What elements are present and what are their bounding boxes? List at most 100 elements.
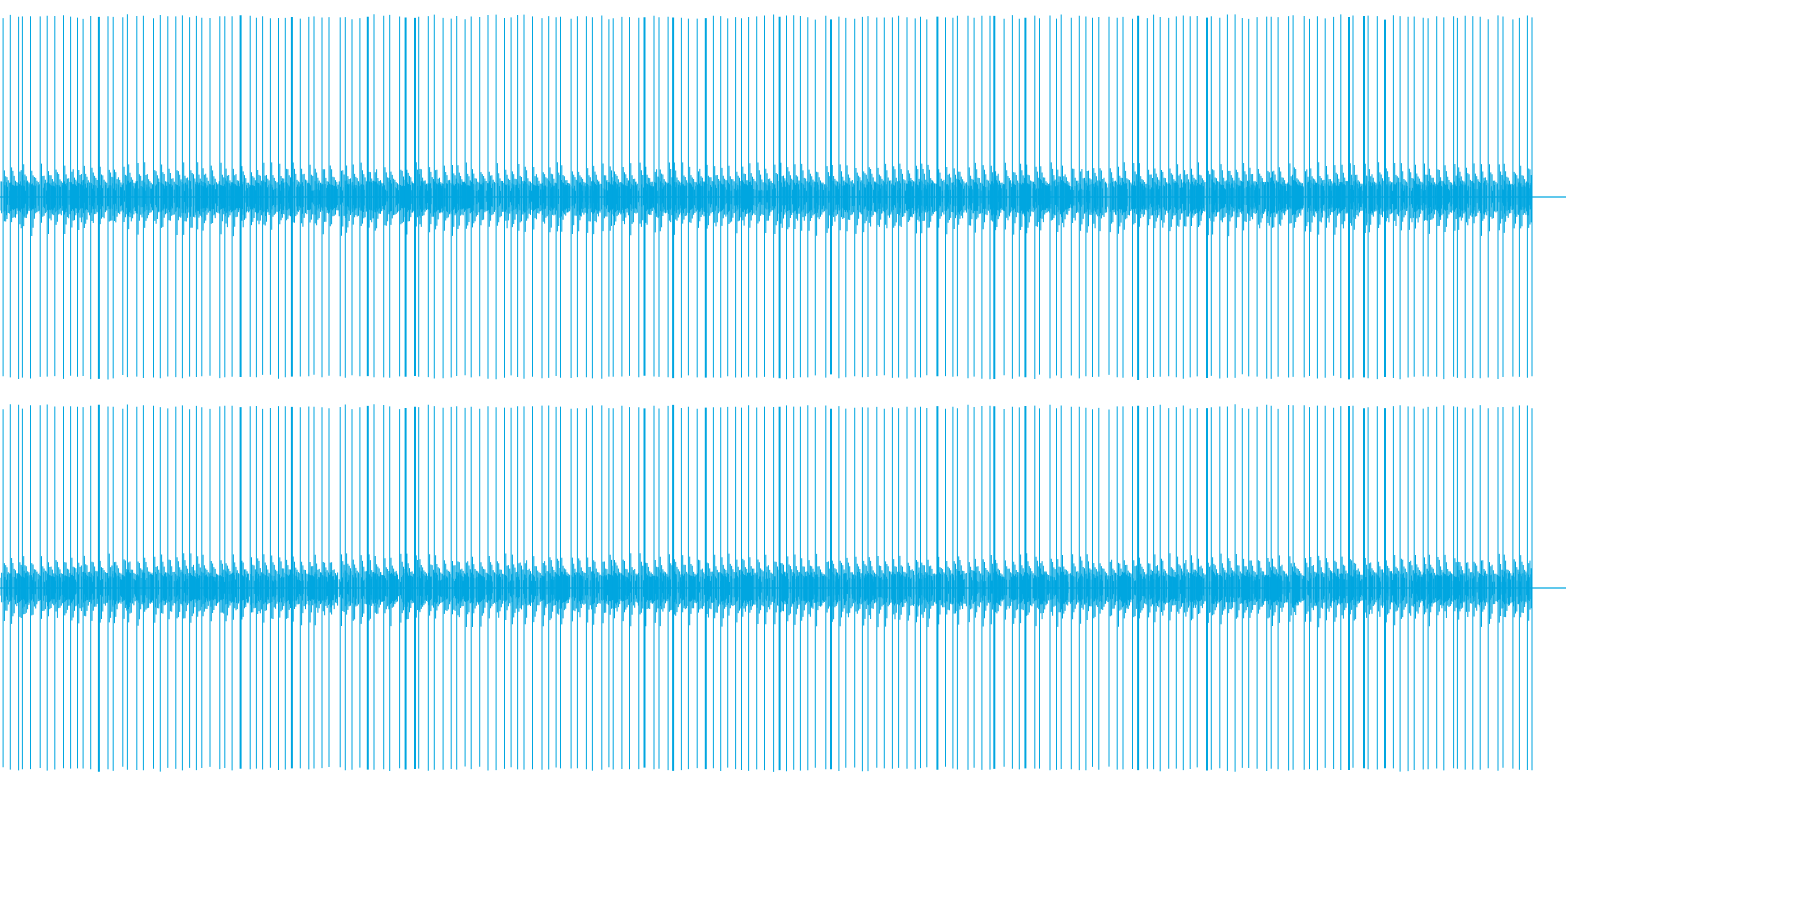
waveform-pulse bbox=[576, 408, 586, 769]
waveform-pulse bbox=[898, 15, 914, 378]
waveform-pulse bbox=[764, 406, 773, 771]
waveform-pulse bbox=[814, 407, 827, 768]
waveform-pulse bbox=[1060, 14, 1070, 379]
waveform-pulse bbox=[224, 405, 235, 768]
waveform-pulse bbox=[1175, 407, 1185, 769]
waveform-pulse bbox=[1116, 406, 1131, 770]
waveform-pulse bbox=[112, 16, 123, 379]
waveform-pulse bbox=[1292, 15, 1303, 377]
waveform-pulse bbox=[1168, 17, 1179, 377]
waveform-pulse bbox=[373, 404, 385, 770]
waveform-pulse bbox=[1234, 404, 1250, 772]
waveform-pulse bbox=[1512, 406, 1522, 769]
waveform-pulse bbox=[993, 15, 1004, 379]
waveform-pulse bbox=[1210, 16, 1224, 376]
waveform-pulse bbox=[299, 407, 316, 769]
waveform-pulse bbox=[1153, 14, 1162, 377]
waveform-pulse bbox=[1234, 14, 1244, 378]
waveform-pulse bbox=[383, 15, 392, 378]
waveform-pulse bbox=[756, 407, 765, 770]
waveform-pulse bbox=[328, 408, 338, 767]
waveform-pulse bbox=[1210, 407, 1223, 770]
waveform-pulse bbox=[269, 408, 280, 768]
waveform-pulse bbox=[981, 406, 992, 770]
waveform-pulse bbox=[456, 406, 469, 770]
waveform-pulse bbox=[464, 19, 474, 376]
waveform-pulse bbox=[63, 15, 79, 379]
waveform-pulse bbox=[1324, 18, 1340, 378]
waveform-pulse bbox=[1518, 405, 1529, 770]
waveform-pulse bbox=[1070, 17, 1081, 376]
waveform-pulse bbox=[560, 406, 569, 769]
waveform-pulse bbox=[1436, 16, 1448, 377]
waveform-pulse bbox=[1024, 17, 1037, 378]
waveform-pulse bbox=[621, 405, 632, 769]
waveform-pulse bbox=[1324, 405, 1339, 768]
waveform-pulse bbox=[510, 407, 520, 768]
waveform-pulse bbox=[1277, 408, 1289, 770]
waveform-pulse bbox=[696, 18, 706, 378]
waveform-pulse bbox=[284, 17, 294, 378]
waveform-pulse bbox=[945, 408, 954, 767]
waveform-pulse bbox=[209, 18, 225, 376]
waveform-pulse bbox=[504, 407, 513, 769]
waveform-pulse bbox=[1502, 407, 1514, 768]
waveform-pulse bbox=[704, 18, 716, 378]
waveform-pulse bbox=[687, 406, 697, 770]
waveform-pulse bbox=[456, 16, 472, 376]
waveform-pulse bbox=[181, 405, 196, 771]
waveform-pulse bbox=[1085, 407, 1099, 771]
waveform-pulse bbox=[629, 407, 640, 770]
waveform-pulse bbox=[1292, 405, 1306, 770]
waveform-pulse bbox=[548, 16, 557, 378]
waveform-pulse bbox=[906, 406, 916, 769]
waveform-pulse bbox=[442, 407, 452, 770]
waveform-pulse bbox=[1248, 408, 1259, 768]
waveform-pulse bbox=[1248, 18, 1259, 377]
waveform-pulse bbox=[1196, 16, 1206, 377]
waveform-pulse bbox=[867, 407, 877, 772]
waveform-pulse bbox=[1060, 405, 1070, 769]
waveform-pulse bbox=[1288, 405, 1300, 771]
waveform-pulse bbox=[1456, 17, 1467, 378]
waveform-pulse bbox=[290, 17, 301, 377]
waveform-pulse bbox=[1487, 408, 1501, 769]
waveform-pulse bbox=[328, 17, 339, 376]
waveform-pulse bbox=[1333, 16, 1345, 376]
waveform-pulse bbox=[142, 15, 153, 378]
waveform-pulse bbox=[1472, 16, 1482, 378]
waveform-pulse bbox=[2, 18, 17, 377]
waveform-pulse bbox=[299, 18, 312, 377]
waveform-pulse bbox=[1159, 404, 1175, 772]
waveform-pulse bbox=[1384, 19, 1398, 377]
waveform-pulse bbox=[643, 17, 653, 376]
waveform-pulse bbox=[313, 16, 324, 375]
waveform-pulse bbox=[523, 406, 534, 770]
waveform-pulse bbox=[956, 408, 966, 770]
waveform-pulse bbox=[591, 17, 602, 379]
waveform-pulse bbox=[239, 407, 249, 769]
waveform-pulse bbox=[351, 409, 361, 770]
waveform-pulse bbox=[854, 18, 865, 377]
waveform-pulse bbox=[487, 15, 497, 379]
waveform-pulse bbox=[720, 407, 729, 771]
waveform-pulse bbox=[1270, 405, 1283, 769]
waveform-pulse bbox=[470, 16, 484, 378]
waveform-pulse bbox=[344, 404, 354, 771]
waveform-pulse bbox=[159, 407, 170, 772]
waveform-pulse bbox=[1487, 19, 1498, 378]
waveform-pulse bbox=[1384, 408, 1398, 769]
waveform-pulse bbox=[30, 16, 41, 379]
waveform-pulse bbox=[470, 406, 485, 770]
waveform-pulse bbox=[1526, 15, 1532, 378]
waveform-pulse bbox=[1219, 406, 1230, 769]
waveform-pulse bbox=[1399, 16, 1409, 380]
waveform-pulse bbox=[389, 406, 398, 771]
waveform-pulse bbox=[807, 405, 818, 771]
waveform-pulse bbox=[1399, 405, 1409, 772]
waveform-pulse bbox=[1226, 14, 1243, 378]
waveform-pulse bbox=[373, 14, 385, 378]
waveform-pulse bbox=[936, 406, 947, 770]
waveform-channel-left bbox=[0, 14, 1566, 380]
waveform-pulse bbox=[898, 408, 907, 768]
